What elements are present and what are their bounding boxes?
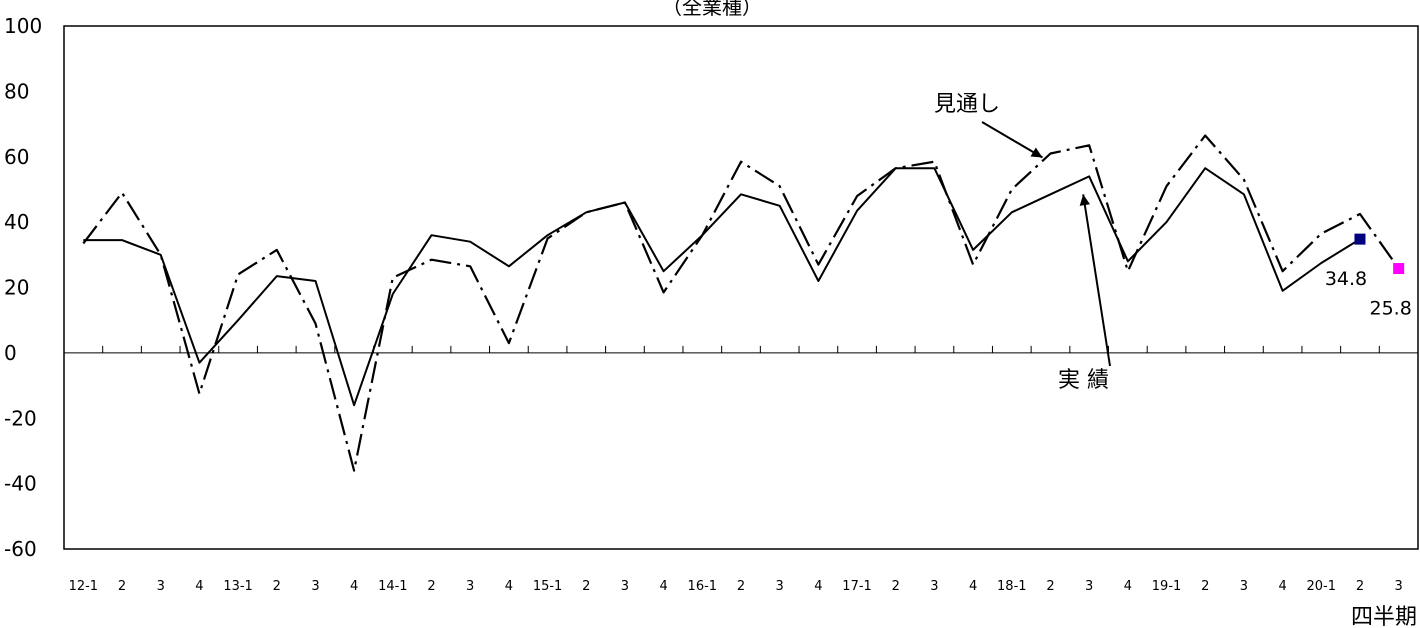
marker-point [1354, 233, 1366, 245]
x-tick-label: 3 [1240, 579, 1248, 594]
y-tick-label: 60 [4, 145, 29, 169]
y-tick-label: 0 [4, 341, 17, 365]
x-tick-label: 18-1 [997, 579, 1027, 594]
x-tick-label: 4 [505, 579, 513, 594]
x-tick-label: 4 [814, 579, 822, 594]
arrow-actual-head [1079, 194, 1090, 206]
x-tick-label: 2 [273, 579, 281, 594]
end-markers: 34.825.8 [1325, 233, 1412, 320]
x-tick-label: 2 [737, 579, 745, 594]
x-tick-label: 15-1 [533, 579, 563, 594]
x-tick-label: 3 [1085, 579, 1093, 594]
y-axis-labels: 100 80 60 40 20 0 -20 -40 -60 [4, 14, 42, 561]
x-tick-label: 17-1 [842, 579, 872, 594]
x-tick-label: 14-1 [378, 579, 408, 594]
x-tick-label: 3 [621, 579, 629, 594]
x-tick-label: 2 [1201, 579, 1209, 594]
x-tick-label: 4 [195, 579, 203, 594]
annotation-arrows [981, 121, 1111, 367]
x-tick-label: 2 [582, 579, 590, 594]
y-tick-label: 20 [4, 276, 29, 300]
plot-area-frame [63, 25, 1419, 550]
x-tick-label: 4 [1278, 579, 1286, 594]
x-axis-title: 四半期 [1351, 605, 1417, 628]
arrow-forecast-head [1030, 147, 1043, 158]
x-tick-label: 2 [1046, 579, 1054, 594]
y-tick-label: -40 [4, 472, 37, 496]
x-tick-label: 4 [350, 579, 358, 594]
x-tick-label: 3 [311, 579, 319, 594]
x-tick-label: 3 [466, 579, 474, 594]
x-tick-label: 2 [892, 579, 900, 594]
annotation-actual-label: 実 績 [1058, 368, 1109, 393]
marker-point [1393, 263, 1405, 275]
arrow-actual-shaft [1082, 194, 1111, 367]
chart-title: （全業種） [662, 0, 762, 19]
x-tick-label: 20-1 [1307, 579, 1337, 594]
x-tick-label: 2 [118, 579, 126, 594]
y-tick-label: 100 [4, 14, 42, 38]
y-tick-label: 80 [4, 79, 29, 103]
x-tick-label: 13-1 [223, 579, 253, 594]
x-axis-labels: 12-1 2 3 4 13-1 2 3 4 14-1 2 3 4 15-1 2 3 4 16-1 2 3 4 17-1 2… [69, 579, 1403, 594]
marker-data-label: 25.8 [1370, 298, 1412, 320]
x-tick-label: 4 [1124, 579, 1132, 594]
marker-data-label: 34.8 [1325, 268, 1367, 290]
series-line-actual [83, 167, 1361, 407]
annotation-forecast-label: 見通し [934, 92, 1000, 117]
y-tick-label: -20 [4, 406, 37, 430]
y-tick-label: 40 [4, 210, 29, 234]
x-tick-label: 3 [157, 579, 165, 594]
arrow-forecast-shaft [981, 121, 1043, 159]
x-tick-label: 19-1 [1152, 579, 1182, 594]
series-line-forecast [82, 134, 1400, 472]
x-tick-label: 4 [969, 579, 977, 594]
x-tick-label: 2 [427, 579, 435, 594]
x-tick-label: 2 [1356, 579, 1364, 594]
x-tick-label: 12-1 [69, 579, 99, 594]
x-tick-label: 4 [659, 579, 667, 594]
x-tick-label: 3 [930, 579, 938, 594]
series-lines [82, 134, 1400, 472]
y-tick-label: -60 [4, 537, 37, 561]
x-tick-label: 3 [776, 579, 784, 594]
x-tick-label: 16-1 [688, 579, 718, 594]
x-tick-label: 3 [1395, 579, 1403, 594]
x-tick-marks [102, 345, 1380, 353]
